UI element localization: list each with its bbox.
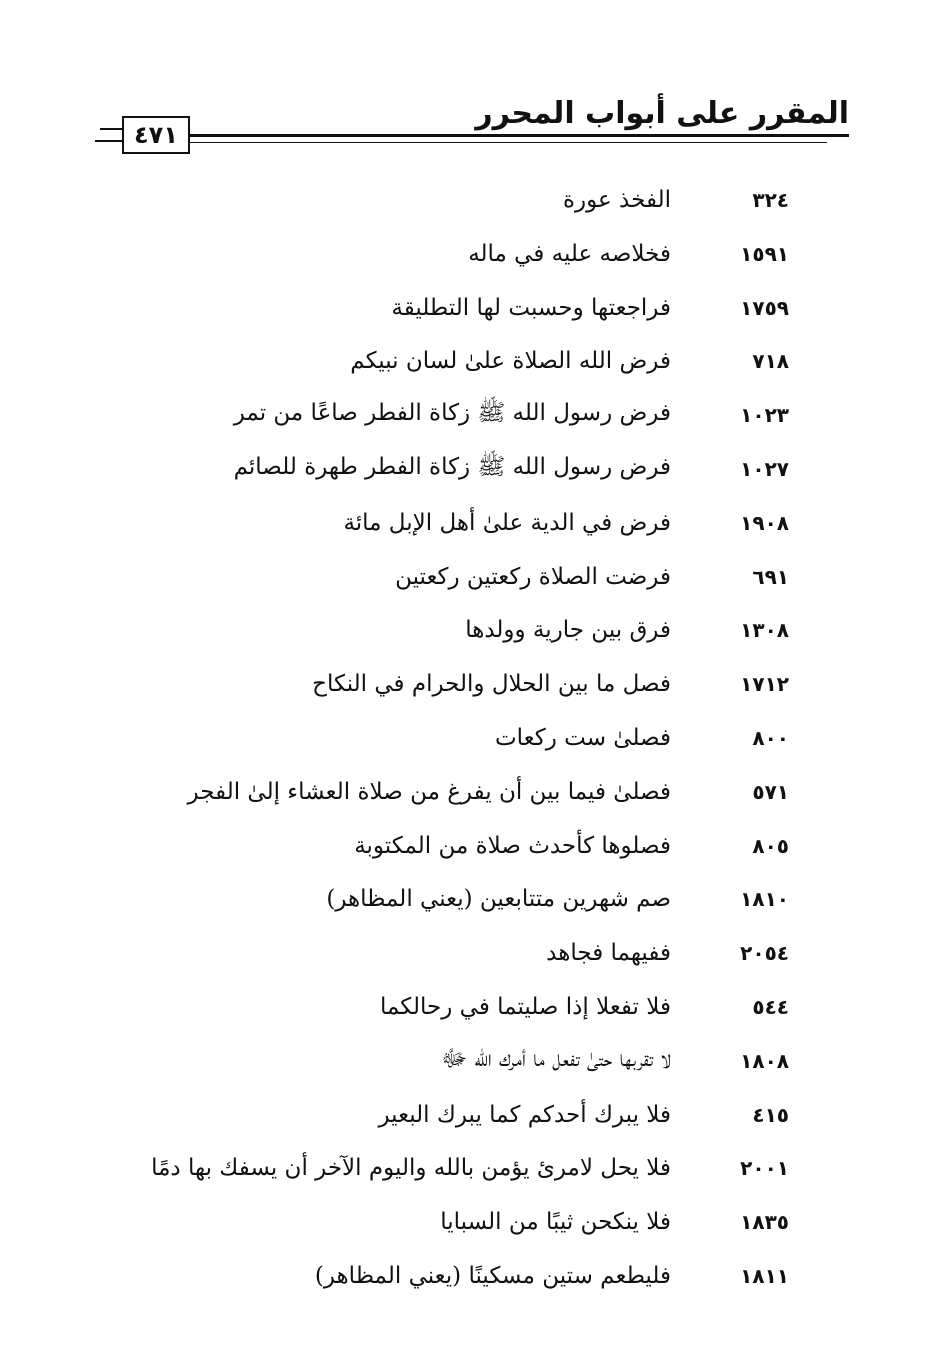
index-entry: ١٨٠٨ لا تقربها حتىٰ تفعل ما أمرك الله ﷻ [441,1041,789,1081]
entry-text: فلا تفعلا إذا صليتما في رحالكما [380,994,671,1020]
index-entry: ٣٢٤ الفخذ عورة [563,180,789,220]
entry-number: ٢٠٠١ [740,1156,789,1181]
entry-text: لا تقربها حتىٰ تفعل ما أمرك الله ﷻ [441,1045,671,1072]
entry-number: ١٣٠٨ [740,618,789,643]
entry-text: فلا يحل لامرئ يؤمن بالله واليوم الآخر أن… [151,1155,671,1182]
header-rule [188,134,849,137]
index-entry: ٥٧١ فصلىٰ فيما بين أن يفرغ من صلاة العشاء… [188,772,789,812]
entry-text: فرض في الدية علىٰ أهل الإبل مائة [343,509,671,536]
entry-text: فرضت الصلاة ركعتين ركعتين [395,563,671,590]
entry-text: فرض رسول الله ﷺ زكاة الفطر طهرة للصائم [233,454,671,480]
entry-number: ١٨٣٥ [740,1210,789,1235]
index-entry: ١٨١١ فليطعم ستين مسكينًا (يعني المظاهر) [315,1256,789,1296]
entry-text: ففيهما فجاهد [546,940,671,967]
index-entry: ٨٠٠ فصلىٰ ست ركعات [495,718,789,758]
page-number: ٤٧١ [122,116,190,154]
header-rule-left-lower [95,140,122,142]
entry-text: فرق بين جارية وولدها [465,617,671,644]
entry-number: ١٥٩١ [740,241,789,266]
entry-number: ٦٩١ [752,564,789,589]
entry-text: فصل ما بين الحلال والحرام في النكاح [312,671,671,698]
entry-text: فراجعتها وحسبت لها التطليقة [391,294,671,321]
index-entry: ١٩٠٨ فرض في الدية علىٰ أهل الإبل مائة [343,503,789,543]
entry-number: ١٨٠٨ [740,1048,789,1073]
index-entry: ١٠٢٣ فرض رسول الله ﷺ زكاة الفطر صاعًا من … [234,395,789,435]
entry-number: ٢٠٥٤ [740,941,789,966]
index-entry: ١٧١٢ فصل ما بين الحلال والحرام في النكاح [312,664,789,704]
entry-text: فلا يبرك أحدكم كما يبرك البعير [378,1101,671,1128]
entry-number: ٤١٥ [752,1102,789,1127]
entry-number: ٥٤٤ [752,995,789,1019]
index-entry: ١٣٠٨ فرق بين جارية وولدها [465,610,789,650]
index-entry: ١٥٩١ فخلاصه عليه في ماله [468,234,789,274]
entry-number: ٧١٨ [752,349,789,374]
entry-text: فرض رسول الله ﷺ زكاة الفطر صاعًا من تمر [233,400,671,427]
entry-number: ١٧٥٩ [740,295,789,320]
index-entry: ١٨١٠ صم شهرين متتابعين (يعني المظاهر) [326,879,789,919]
entry-number: ١٨١١ [740,1264,789,1288]
index-entry: ١٨٣٥ فلا ينكحن ثيبًا من السبايا [440,1202,789,1242]
entry-number: ١٩٠٨ [740,510,789,535]
entry-number: ١٧١٢ [740,672,789,697]
entry-number: ٨٠٠ [752,726,789,750]
entry-number: ١٨١٠ [740,887,789,912]
entry-text: فصلىٰ ست ركعات [494,725,671,751]
entry-text: فليطعم ستين مسكينًا (يعني المظاهر) [314,1263,671,1289]
entry-text: صم شهرين متتابعين (يعني المظاهر) [326,886,671,913]
entry-number: ٥٧١ [752,779,789,804]
entry-text: فصلوها كأحدث صلاة من المكتوبة [354,832,671,859]
header-rule-thin [188,142,827,143]
entry-number: ٨٠٥ [752,833,789,858]
index-entry: ٤١٥ فلا يبرك أحدكم كما يبرك البعير [378,1095,789,1135]
header-rule-left [100,128,122,130]
index-entry: ١٧٥٩ فراجعتها وحسبت لها التطليقة [391,288,789,328]
entry-number: ١٠٢٧ [740,457,789,481]
entry-text: الفخذ عورة [562,187,671,213]
index-entry: ١٠٢٧ فرض رسول الله ﷺ زكاة الفطر طهرة للصا… [234,449,789,489]
entry-number: ٣٢٤ [752,188,789,212]
running-header-title: المقرر على أبواب المحرر [475,96,850,131]
index-entry: ٥٤٤ فلا تفعلا إذا صليتما في رحالكما [380,987,789,1027]
index-entry: ٨٠٥ فصلوها كأحدث صلاة من المكتوبة [354,826,789,866]
entry-text: فلا ينكحن ثيبًا من السبايا [440,1209,671,1236]
index-entry: ٢٠٠١ فلا يحل لامرئ يؤمن بالله واليوم الآخ… [151,1148,789,1188]
entry-number: ١٠٢٣ [740,403,789,428]
entry-text: فخلاصه عليه في ماله [468,240,671,267]
entry-text: فرض الله الصلاة علىٰ لسان نبيكم [350,348,671,375]
index-entry: ٦٩١ فرضت الصلاة ركعتين ركعتين [395,557,789,597]
index-entry: ٧١٨ فرض الله الصلاة علىٰ لسان نبيكم [350,341,789,381]
index-entry: ٢٠٥٤ ففيهما فجاهد [546,933,789,973]
entry-text: فصلىٰ فيما بين أن يفرغ من صلاة العشاء إل… [187,778,671,805]
